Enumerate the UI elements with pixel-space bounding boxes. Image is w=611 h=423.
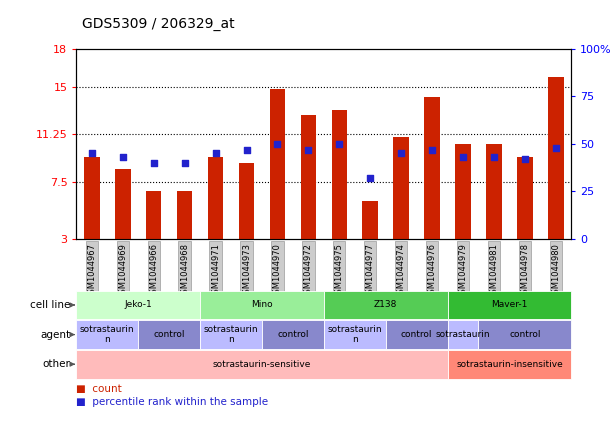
Bar [548,77,563,239]
Text: Maver-1: Maver-1 [491,300,528,310]
Bar [393,137,409,239]
Text: cell line: cell line [30,300,70,310]
Text: sotrastaurin-insensitive: sotrastaurin-insensitive [456,360,563,369]
Bar [425,97,440,239]
Bar [177,191,192,239]
Point [149,159,159,166]
Text: agent: agent [40,330,70,340]
Text: other: other [42,359,70,369]
Bar [517,157,533,239]
Bar [455,144,470,239]
Point [489,154,499,161]
Text: control: control [277,330,309,339]
Text: sotrastaurin
n: sotrastaurin n [203,325,258,344]
Bar [332,110,347,239]
Point [273,140,282,147]
Text: control: control [401,330,433,339]
Point [427,146,437,153]
Text: Jeko-1: Jeko-1 [125,300,152,310]
Bar [486,144,502,239]
Point [304,146,313,153]
Bar [208,157,223,239]
Bar [84,157,100,239]
Point [397,150,406,157]
Bar [269,89,285,239]
Point [118,154,128,161]
Point [334,140,344,147]
Text: control: control [509,330,541,339]
Point [180,159,189,166]
Point [211,150,221,157]
Text: sotrastaurin-sensitive: sotrastaurin-sensitive [213,360,311,369]
Text: sotrastaurin
n: sotrastaurin n [80,325,134,344]
Point [241,146,251,153]
Bar [301,115,316,239]
Text: ■  percentile rank within the sample: ■ percentile rank within the sample [76,397,268,407]
Point [551,144,561,151]
Point [520,156,530,162]
Text: sotrastaurin: sotrastaurin [436,330,491,339]
Bar [239,163,254,239]
Text: control: control [153,330,185,339]
Bar [146,191,161,239]
Bar [115,169,131,239]
Text: GDS5309 / 206329_at: GDS5309 / 206329_at [82,17,235,31]
Text: Z138: Z138 [374,300,397,310]
Text: ■  count: ■ count [76,384,122,394]
Point [458,154,468,161]
Bar [362,201,378,239]
Point [365,175,375,181]
Point [87,150,97,157]
Text: Mino: Mino [251,300,273,310]
Text: sotrastaurin
n: sotrastaurin n [327,325,382,344]
